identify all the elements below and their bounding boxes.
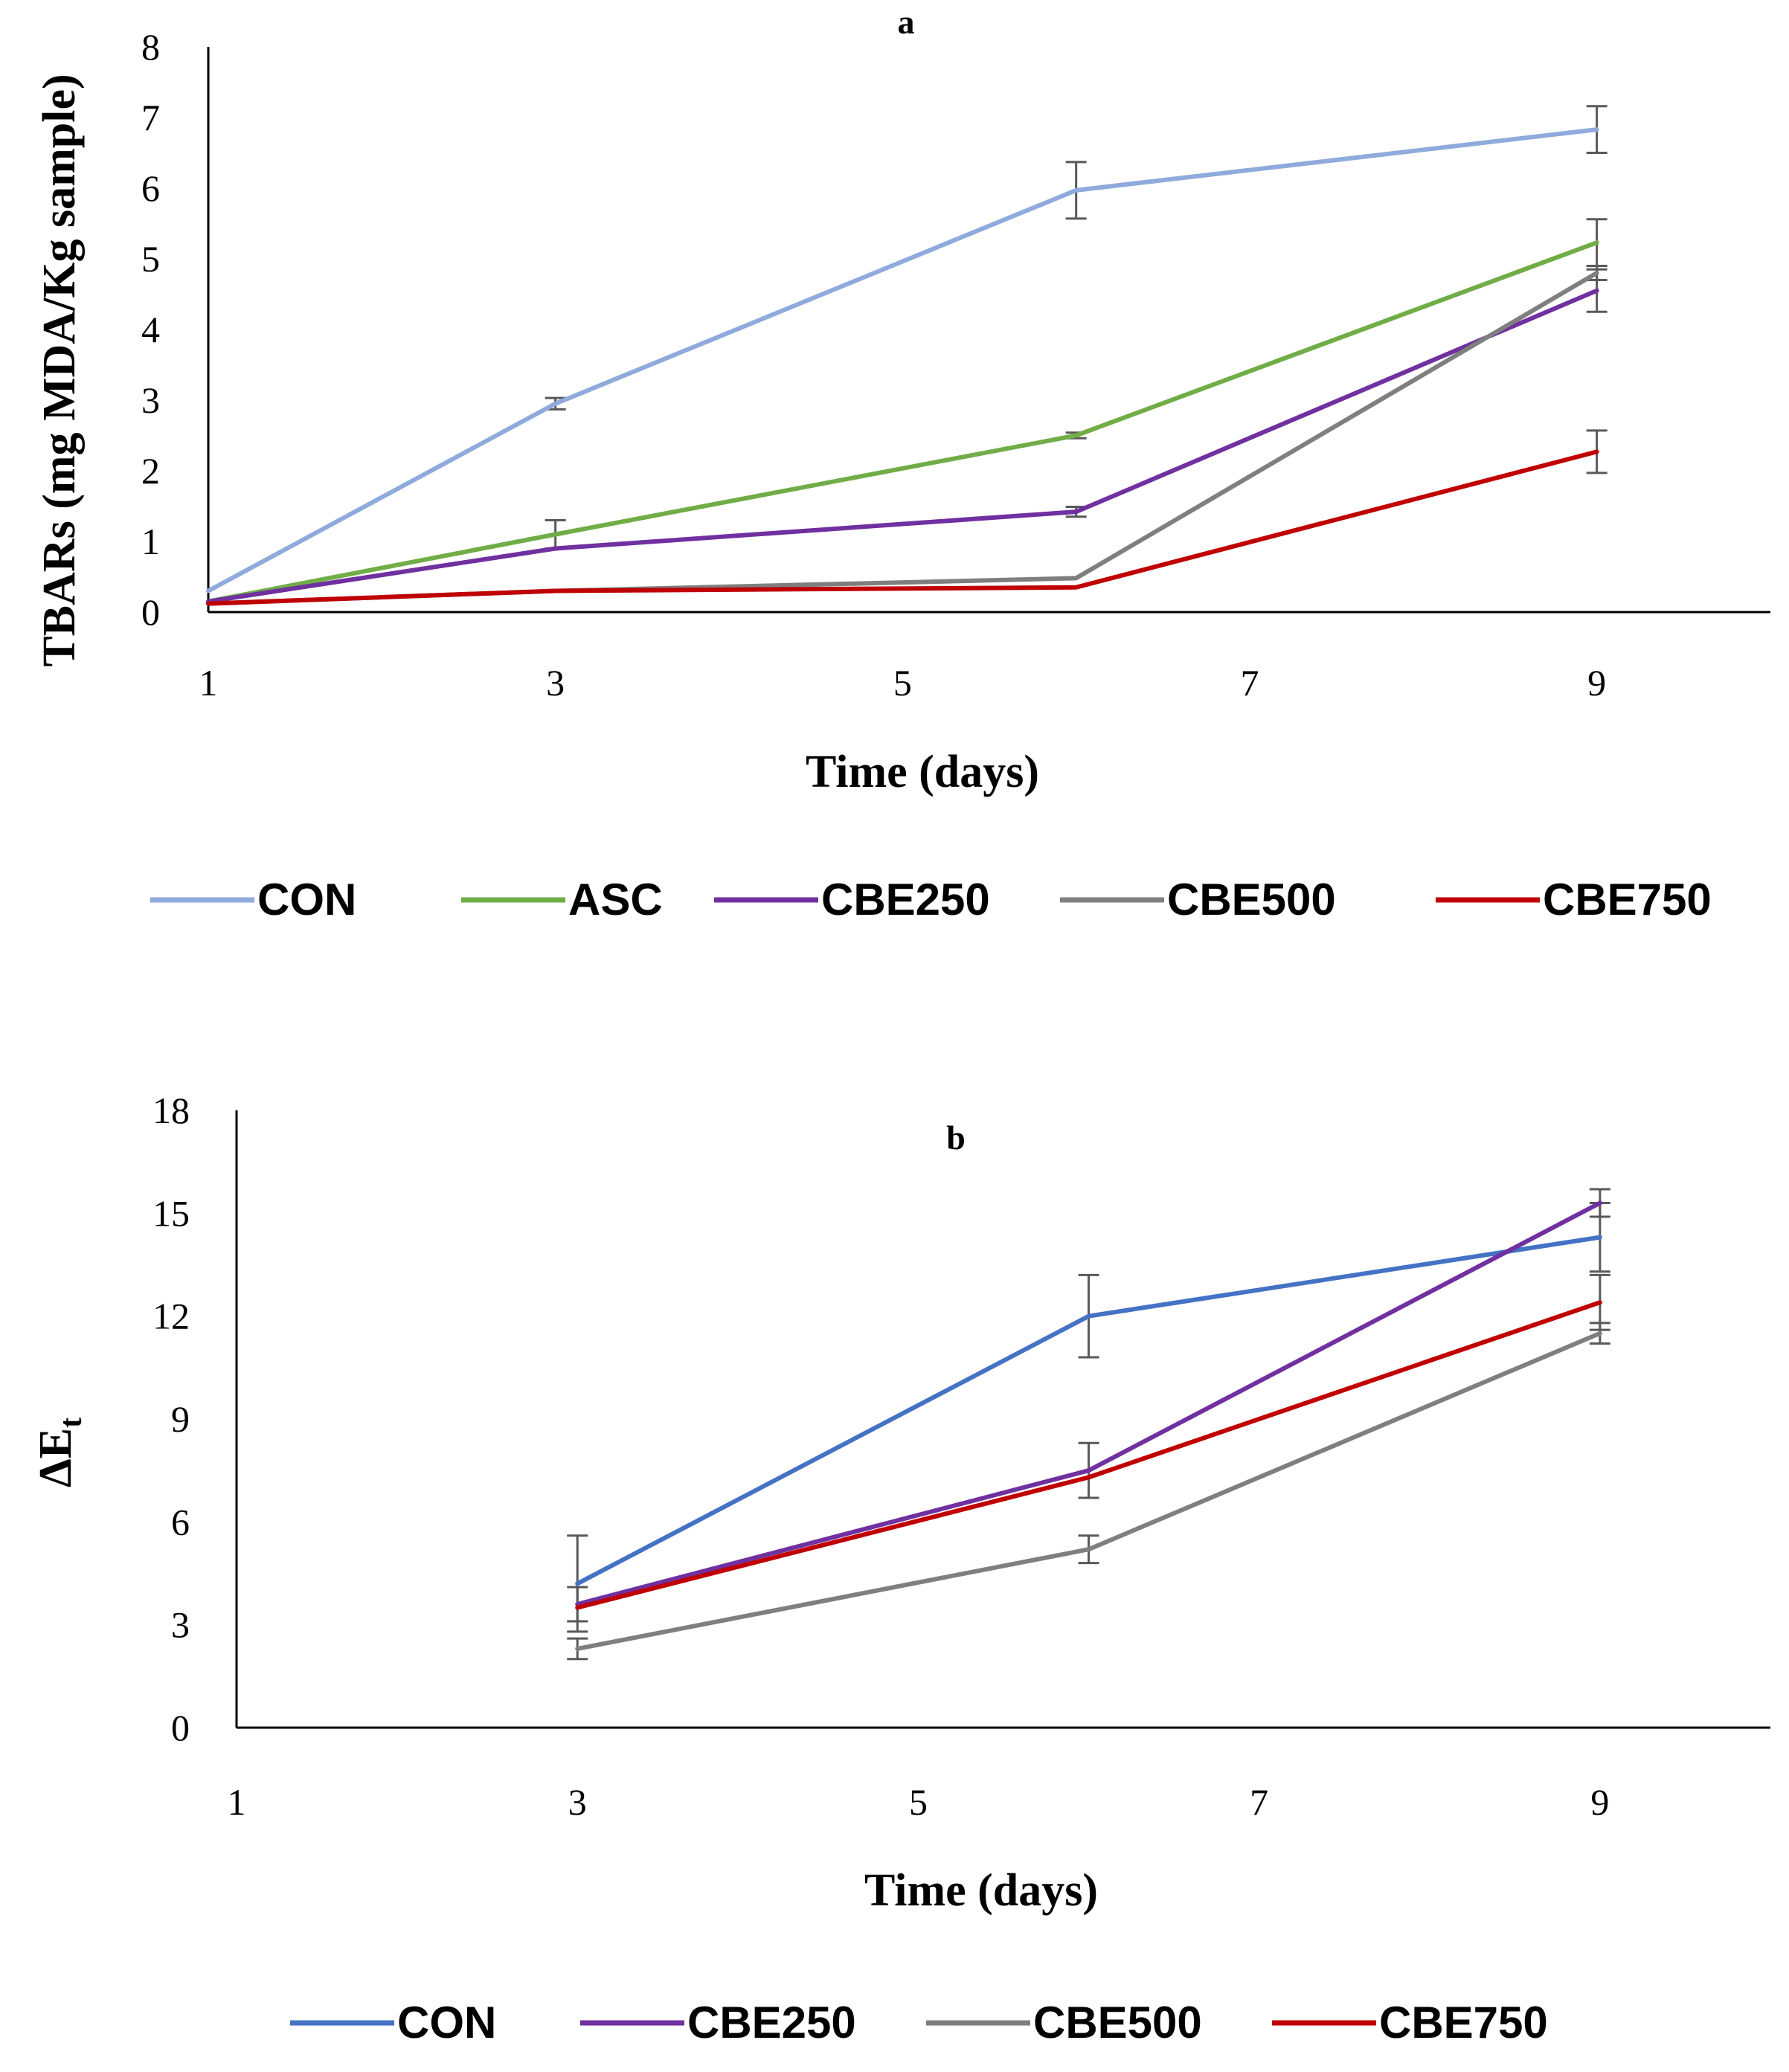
x-tick-label: 9 <box>1590 1781 1609 1823</box>
y-tick-label: 7 <box>141 97 160 138</box>
series-cbe500 <box>567 1322 1610 1661</box>
y-axis-title: ΔEt <box>30 1418 89 1487</box>
y-tick-label: 2 <box>141 450 160 492</box>
series-cbe250 <box>567 1188 1610 1623</box>
y-axis-title-text: ΔE <box>30 1428 81 1487</box>
series-line-cbe250 <box>575 1200 1602 1606</box>
x-tick-label: 3 <box>546 662 565 704</box>
y-axis-title-subscript: t <box>54 1418 89 1428</box>
series-line-cbe500 <box>575 1331 1602 1651</box>
legend-label-asc: ASC <box>568 875 663 924</box>
legend-label-cbe500: CBE500 <box>1033 1998 1202 2047</box>
x-tick-label: 3 <box>568 1781 587 1823</box>
y-tick-label: 6 <box>141 167 160 209</box>
y-axis-title: TBARs (mg MDA/Kg sample) <box>34 74 85 666</box>
y-tick-label: 3 <box>141 379 160 421</box>
y-tick-label: 12 <box>152 1296 190 1337</box>
legend: CON CBE250 CBE500 CBE750 <box>290 1998 1548 2047</box>
legend-label-cbe250: CBE250 <box>821 875 990 924</box>
x-tick-label: 7 <box>1241 662 1259 704</box>
series-con <box>206 105 1607 593</box>
legend-label-cbe500: CBE500 <box>1167 875 1336 924</box>
series-line-cbe750 <box>206 449 1599 606</box>
legend-label-cbe750: CBE750 <box>1543 875 1712 924</box>
y-tick-label: 0 <box>171 1707 190 1748</box>
y-tick-label: 3 <box>171 1604 190 1646</box>
y-tick-label: 15 <box>152 1192 190 1234</box>
x-tick-label: 9 <box>1587 662 1606 704</box>
y-tick-label: 6 <box>171 1501 190 1542</box>
series-line-asc <box>206 240 1599 604</box>
series-asc <box>206 218 1607 604</box>
x-axis-title: Time (days) <box>864 1865 1098 1916</box>
series-line-cbe250 <box>206 288 1599 604</box>
x-tick-label: 1 <box>199 662 218 704</box>
series-cbe250 <box>206 268 1607 604</box>
series-line-cbe500 <box>206 271 1599 606</box>
x-tick-label: 7 <box>1250 1781 1268 1823</box>
y-tick-label: 5 <box>141 238 160 280</box>
legend-label-cbe750: CBE750 <box>1379 1998 1548 2047</box>
panel-label: a <box>898 3 915 41</box>
x-axis-title: Time (days) <box>806 747 1039 797</box>
y-tick-label: 0 <box>141 591 160 633</box>
legend-label-con: CON <box>397 1998 496 2047</box>
legend: CON ASC CBE250 CBE500 CBE750 <box>150 875 1712 924</box>
y-tick-label: 8 <box>141 26 160 68</box>
y-tick-label: 9 <box>171 1398 190 1440</box>
series-cbe750 <box>575 1273 1610 1610</box>
x-tick-label: 1 <box>228 1781 246 1823</box>
legend-label-con: CON <box>257 875 356 924</box>
y-tick-label: 18 <box>152 1090 190 1131</box>
y-axis-title-text: TBARs (mg MDA/Kg sample) <box>34 74 85 666</box>
series-cbe750 <box>206 429 1607 606</box>
series-line-con <box>206 127 1599 593</box>
legend-label-cbe250: CBE250 <box>687 1998 856 2047</box>
series-line-cbe750 <box>575 1300 1602 1610</box>
panel-label: b <box>946 1119 966 1156</box>
y-tick-label: 4 <box>141 309 160 350</box>
x-tick-label: 5 <box>909 1781 928 1823</box>
x-tick-label: 5 <box>893 662 912 704</box>
y-tick-label: 1 <box>141 521 160 562</box>
series-line-con <box>575 1235 1602 1586</box>
